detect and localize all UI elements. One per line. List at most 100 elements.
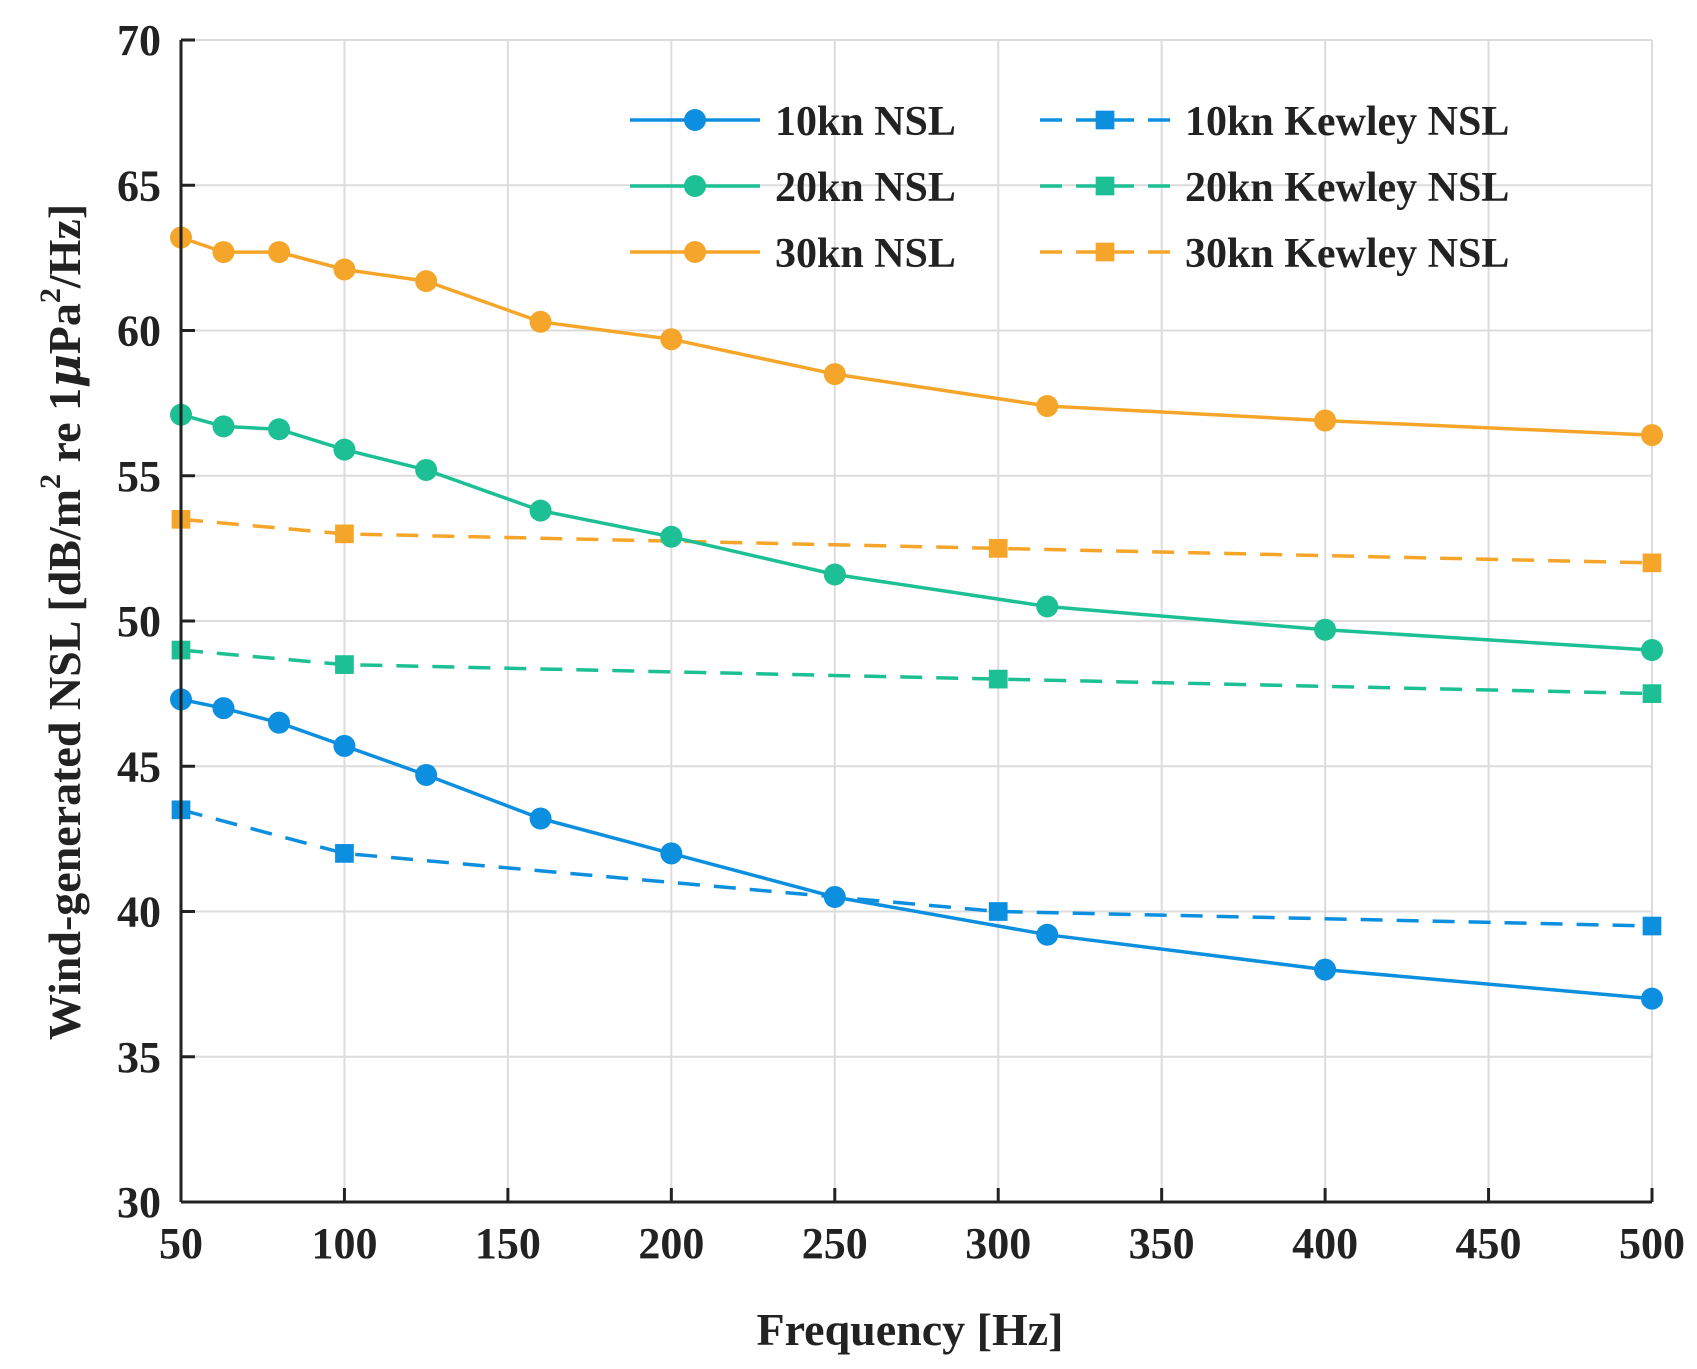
data-point <box>212 415 235 438</box>
series-6 <box>171 509 1662 573</box>
y-tick-label: 35 <box>117 1033 161 1082</box>
legend-item: 10kn Kewley NSL <box>1040 99 1509 145</box>
series-line <box>180 808 1653 928</box>
x-tick-label: 350 <box>1129 1219 1195 1268</box>
y-tick-label: 55 <box>117 452 161 501</box>
data-point <box>1314 409 1337 432</box>
x-tick-label: 300 <box>965 1219 1031 1268</box>
legend-item: 20kn Kewley NSL <box>1040 165 1509 211</box>
y-tick-label: 70 <box>117 16 161 65</box>
plot-area <box>170 226 1663 1010</box>
y-axis-title-part: Wind-generated NSL [dB/m <box>39 489 90 1040</box>
data-point <box>268 418 291 441</box>
series-line <box>180 413 1653 652</box>
data-point <box>988 902 1008 921</box>
legend-item: 20kn NSL <box>630 165 956 211</box>
x-tick-label: 150 <box>475 1219 541 1268</box>
legend-item: 10kn NSL <box>630 99 956 145</box>
y-tick-label: 65 <box>117 161 161 210</box>
legend-item: 30kn NSL <box>630 231 956 277</box>
data-point <box>529 499 552 522</box>
legend-label: 30kn NSL <box>775 231 956 277</box>
data-point <box>212 241 235 264</box>
series-4 <box>171 800 1662 936</box>
x-axis-title: Frequency [Hz] <box>756 1304 1063 1355</box>
data-point <box>268 241 291 264</box>
x-tick-label: 500 <box>1619 1219 1685 1268</box>
data-point <box>1642 684 1662 703</box>
data-point <box>529 310 552 333</box>
data-point <box>1095 110 1115 130</box>
y-tick-label: 50 <box>117 597 161 646</box>
y-tick-label: 40 <box>117 888 161 937</box>
data-point <box>988 669 1008 689</box>
data-point <box>268 711 291 734</box>
data-point <box>1036 923 1059 946</box>
data-point <box>660 328 683 351</box>
data-point <box>335 844 354 863</box>
data-point <box>823 885 846 908</box>
data-point <box>335 655 354 674</box>
legend-label: 10kn NSL <box>775 99 956 145</box>
series-line <box>180 517 1653 565</box>
grid-lines <box>180 39 1653 1203</box>
series-3 <box>170 226 1663 447</box>
series-1 <box>170 688 1663 1010</box>
y-axis-title-sup: 2 <box>34 474 67 489</box>
x-tick-label: 250 <box>802 1219 868 1268</box>
y-axis-title-part: Pa <box>39 303 90 354</box>
data-point <box>1314 618 1337 641</box>
data-point <box>1095 242 1115 262</box>
data-point <box>1642 553 1662 573</box>
legend-label: 10kn Kewley NSL <box>1185 99 1509 145</box>
data-point <box>415 458 438 481</box>
y-axis-title-sup: 2 <box>34 288 67 303</box>
legend: 10kn NSL 20kn NSL 30kn NSL 10kn Kewley NSL 2… <box>630 99 1509 277</box>
data-point <box>988 539 1008 558</box>
data-point <box>1036 595 1059 618</box>
y-axis-title-part: re 1 <box>39 388 90 474</box>
data-point <box>529 807 552 830</box>
data-point <box>1641 639 1663 662</box>
data-point <box>684 241 706 263</box>
series-line <box>180 697 1653 1001</box>
legend-label: 20kn Kewley NSL <box>1185 165 1509 211</box>
y-tick-label: 60 <box>117 307 161 356</box>
data-point <box>1642 916 1662 936</box>
data-point <box>823 563 846 586</box>
data-point <box>1095 176 1115 196</box>
data-point <box>415 763 438 786</box>
data-point <box>333 734 356 757</box>
data-point <box>684 175 706 197</box>
data-point <box>333 438 356 461</box>
x-tick-label: 450 <box>1456 1219 1522 1268</box>
legend-item: 30kn Kewley NSL <box>1040 231 1509 277</box>
x-tick-label: 200 <box>638 1219 704 1268</box>
data-point <box>1036 395 1059 418</box>
data-point <box>1641 987 1663 1010</box>
data-point <box>660 525 683 548</box>
y-axis-title-part: /Hz] <box>39 204 90 289</box>
series-2 <box>170 403 1663 662</box>
x-tick-label: 100 <box>311 1219 377 1268</box>
series-5 <box>171 640 1662 703</box>
data-point <box>335 524 354 544</box>
y-tick-label: 30 <box>117 1178 161 1227</box>
y-axis-title: Wind-generated NSL [dB/m2 re 1μPa2/Hz] <box>34 204 91 1040</box>
data-point <box>333 258 356 281</box>
x-tick-label: 50 <box>159 1219 203 1268</box>
tick-labels: 50 100 150 200 250 300 350 400 450 500 30 35 40 45 50 5… <box>117 16 1685 1268</box>
data-point <box>660 842 683 865</box>
series-line <box>180 648 1653 696</box>
x-tick-label: 400 <box>1292 1219 1358 1268</box>
data-point <box>212 697 235 720</box>
legend-label: 30kn Kewley NSL <box>1185 231 1509 277</box>
legend-label: 20kn NSL <box>775 165 956 211</box>
axes <box>179 38 1654 1204</box>
data-point <box>415 270 438 293</box>
data-point <box>684 109 706 131</box>
data-point <box>1641 424 1663 447</box>
data-point <box>823 363 846 386</box>
data-point <box>1314 958 1337 981</box>
